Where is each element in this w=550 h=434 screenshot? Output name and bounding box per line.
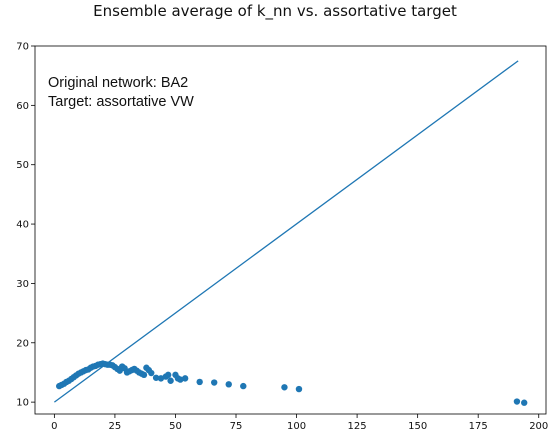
y-tick-label: 60 xyxy=(16,101,29,112)
annotation-original-network: Original network: BA2 xyxy=(48,75,188,91)
y-tick-label: 10 xyxy=(16,398,29,409)
scatter-point xyxy=(164,371,172,379)
scatter-point xyxy=(281,384,288,391)
scatter-point xyxy=(513,398,521,405)
y-tick-label: 30 xyxy=(16,279,29,290)
scatter-point xyxy=(157,375,165,382)
y-tick-label: 20 xyxy=(16,338,29,349)
x-tick-label: 25 xyxy=(109,421,122,432)
y-tick-label: 40 xyxy=(16,220,29,231)
series xyxy=(53,60,528,406)
scatter-point xyxy=(211,379,218,386)
scatter-point xyxy=(148,369,155,377)
scatter-point xyxy=(225,381,232,388)
scatter-point xyxy=(177,376,184,383)
scatter-point xyxy=(196,378,203,386)
chart-title: Ensemble average of k_nn vs. assortative… xyxy=(93,2,457,20)
x-tick-label: 125 xyxy=(348,421,367,432)
x-tick-label: 150 xyxy=(408,421,427,432)
scatter-point xyxy=(181,375,189,382)
scatter-point xyxy=(152,374,160,381)
target-line xyxy=(53,60,519,403)
x-tick-label: 175 xyxy=(469,421,488,432)
y-tick-label: 50 xyxy=(16,160,29,171)
scatter-point xyxy=(521,399,528,406)
ticks: 0 25 50 75 100 125 150 175 200 10 20 30 40 50 60 70 xyxy=(16,42,548,433)
x-tick-label: 100 xyxy=(287,421,306,432)
axes-frame xyxy=(34,45,547,415)
annotation-target: Target: assortative VW xyxy=(48,94,194,110)
scatter-point xyxy=(167,377,174,384)
x-tick-label: 75 xyxy=(230,421,243,432)
scatter-point xyxy=(140,371,148,379)
y-tick-label: 70 xyxy=(16,42,29,53)
scatter-point xyxy=(295,385,303,393)
scatter-point xyxy=(240,382,247,390)
x-tick-label: 200 xyxy=(529,421,548,432)
x-tick-label: 50 xyxy=(169,421,182,432)
x-tick-label: 0 xyxy=(51,421,57,432)
